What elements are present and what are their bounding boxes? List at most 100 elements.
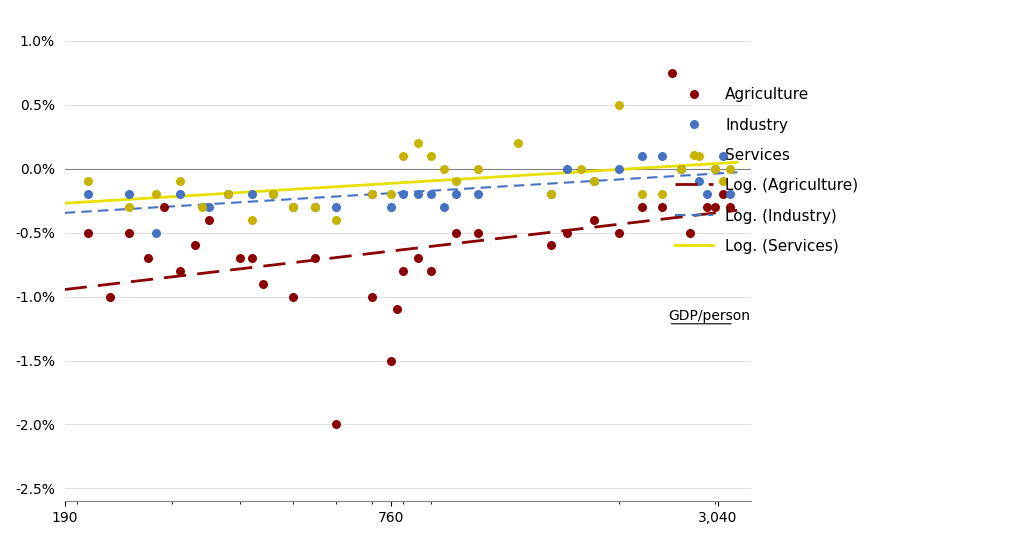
Services xyxy=(447,177,464,186)
Log. (Industry) xyxy=(618,176,630,183)
Industry xyxy=(698,190,714,199)
Services xyxy=(690,151,706,160)
Line: Log. (Services): Log. (Services) xyxy=(64,163,737,203)
Industry xyxy=(690,177,706,186)
Industry xyxy=(673,164,689,173)
Services xyxy=(383,190,399,199)
Agriculture xyxy=(244,254,260,262)
Services xyxy=(633,190,649,199)
Log. (Agriculture) xyxy=(597,223,609,230)
Industry xyxy=(586,177,602,186)
Agriculture xyxy=(698,202,714,211)
Services xyxy=(81,177,97,186)
Industry xyxy=(121,190,138,199)
Agriculture xyxy=(633,202,649,211)
Log. (Services) xyxy=(618,166,630,172)
Industry xyxy=(201,202,217,211)
Industry xyxy=(558,164,575,173)
Services xyxy=(284,202,301,211)
Industry xyxy=(244,190,260,199)
Agriculture xyxy=(172,267,189,275)
Agriculture xyxy=(681,228,697,237)
Agriculture xyxy=(121,228,138,237)
Log. (Industry) xyxy=(687,172,699,178)
Industry xyxy=(364,190,380,199)
Agriculture xyxy=(186,241,203,249)
Industry xyxy=(633,151,649,160)
Industry xyxy=(713,151,730,160)
Agriculture xyxy=(327,420,343,429)
Agriculture xyxy=(653,202,669,211)
Services xyxy=(543,190,559,199)
Industry xyxy=(706,164,722,173)
Services xyxy=(610,100,627,109)
Services xyxy=(327,215,343,224)
Log. (Agriculture) xyxy=(731,207,743,213)
Industry xyxy=(543,190,559,199)
Industry xyxy=(470,190,486,199)
Services xyxy=(172,177,189,186)
Services xyxy=(721,164,738,173)
Industry xyxy=(81,190,97,199)
Industry xyxy=(172,190,189,199)
Log. (Industry) xyxy=(570,179,582,185)
Industry xyxy=(220,190,236,199)
Log. (Industry) xyxy=(58,210,70,216)
Log. (Industry) xyxy=(725,170,737,176)
Log. (Agriculture) xyxy=(687,212,699,219)
Services xyxy=(220,190,236,199)
Agriculture xyxy=(713,190,730,199)
Log. (Agriculture) xyxy=(725,208,737,214)
Services xyxy=(510,139,526,147)
Log. (Services) xyxy=(58,200,70,206)
Services xyxy=(394,151,411,160)
Log. (Agriculture) xyxy=(618,220,630,227)
Industry xyxy=(383,202,399,211)
Services xyxy=(653,190,669,199)
Industry xyxy=(148,228,164,237)
Agriculture xyxy=(284,292,301,301)
Industry xyxy=(423,190,439,199)
Log. (Services) xyxy=(731,159,743,166)
Agriculture xyxy=(543,241,559,249)
Services xyxy=(307,202,323,211)
Industry xyxy=(307,202,323,211)
Services xyxy=(586,177,602,186)
Industry xyxy=(447,190,464,199)
Services xyxy=(713,177,730,186)
Services xyxy=(423,151,439,160)
Services xyxy=(194,202,210,211)
Services xyxy=(121,202,138,211)
Log. (Services) xyxy=(725,159,737,166)
Log. (Agriculture) xyxy=(573,226,585,232)
Agriculture xyxy=(231,254,248,262)
Services xyxy=(409,139,425,147)
Industry xyxy=(265,190,281,199)
Text: GDP/person: GDP/person xyxy=(668,309,750,323)
Log. (Industry) xyxy=(573,179,585,185)
Line: Log. (Agriculture): Log. (Agriculture) xyxy=(64,210,737,289)
Agriculture xyxy=(721,202,738,211)
Log. (Industry) xyxy=(597,177,609,184)
Log. (Agriculture) xyxy=(570,226,582,233)
Agriculture xyxy=(201,215,217,224)
Agriculture xyxy=(706,202,722,211)
Services xyxy=(573,164,589,173)
Services xyxy=(470,164,486,173)
Agriculture xyxy=(586,215,602,224)
Industry xyxy=(284,202,301,211)
Agriculture xyxy=(140,254,156,262)
Industry xyxy=(653,151,669,160)
Agriculture xyxy=(558,228,575,237)
Legend: Agriculture, Industry, Services, Log. (Agriculture), Log. (Industry), Log. (Serv: Agriculture, Industry, Services, Log. (A… xyxy=(668,81,864,260)
Industry xyxy=(610,164,627,173)
Services xyxy=(364,190,380,199)
Agriculture xyxy=(307,254,323,262)
Agriculture xyxy=(389,305,406,314)
Log. (Services) xyxy=(570,169,582,176)
Services xyxy=(435,164,451,173)
Agriculture xyxy=(81,228,97,237)
Agriculture xyxy=(409,254,425,262)
Agriculture xyxy=(610,228,627,237)
Industry xyxy=(409,190,425,199)
